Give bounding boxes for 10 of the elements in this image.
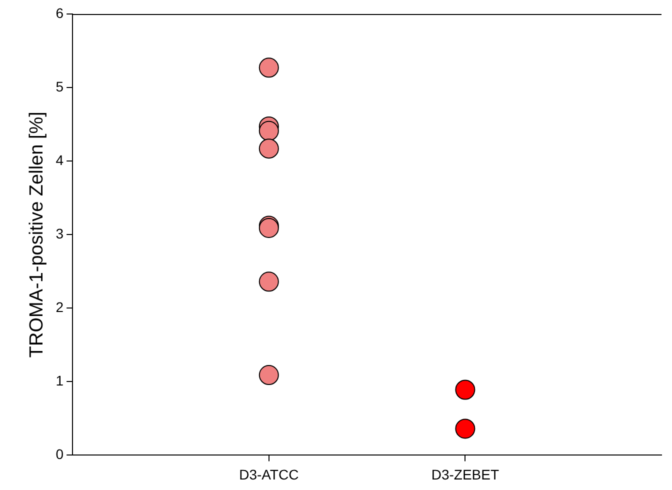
x-tick-label: D3-ZEBET bbox=[431, 466, 500, 482]
y-tick-label: 0 bbox=[56, 446, 64, 462]
y-tick-label: 6 bbox=[56, 4, 64, 21]
y-axis-title: TROMA-1-positive Zellen [%] bbox=[26, 112, 48, 358]
y-tick-label: 5 bbox=[56, 78, 64, 94]
y-tick-label: 1 bbox=[56, 372, 64, 389]
y-tick-label: 4 bbox=[56, 152, 64, 168]
y-tick-label: 2 bbox=[56, 298, 64, 315]
y-tick-label: 3 bbox=[56, 225, 64, 242]
x-tick-label: D3-ATCC bbox=[239, 466, 299, 482]
